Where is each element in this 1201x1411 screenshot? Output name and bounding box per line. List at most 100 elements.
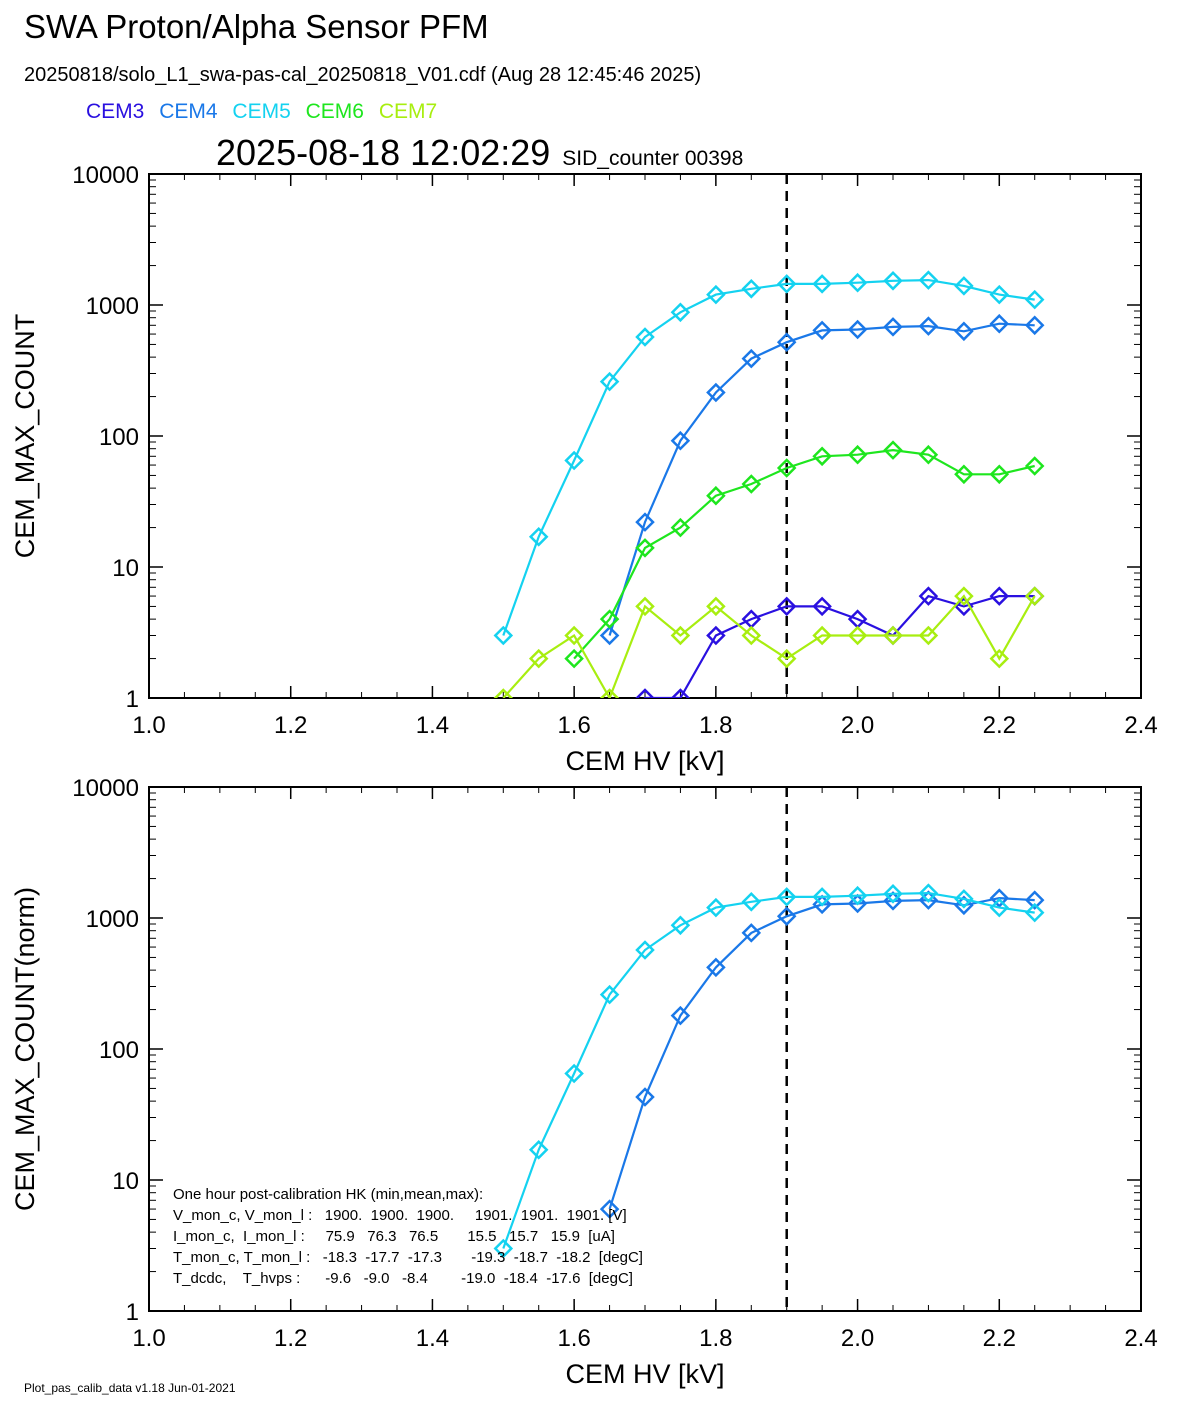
y-tick-label: 10 [112, 555, 139, 582]
x-tick-label: 1.2 [274, 712, 307, 739]
data-point-cem3 [670, 688, 691, 698]
x-tick-label: 2.2 [983, 712, 1016, 739]
x-tick-label: 2.4 [1124, 1325, 1157, 1352]
data-point-cem3 [989, 586, 1010, 606]
data-point-cem6 [741, 474, 762, 494]
data-point-cem5 [670, 915, 691, 936]
y-axis-label: CEM_MAX_COUNT(norm) [10, 887, 40, 1211]
data-point-cem6 [883, 440, 903, 460]
data-point-cem5 [776, 274, 797, 294]
data-point-cem3 [635, 688, 655, 698]
data-point-cem4 [954, 321, 974, 342]
y-tick-label: 1000 [86, 293, 139, 320]
data-point-cem6 [599, 609, 620, 629]
hk-line: V_mon_c, V_mon_l : 1900. 1900. 1900. 190… [173, 1207, 627, 1224]
y-tick-label: 100 [99, 1037, 139, 1064]
data-point-cem4 [706, 957, 726, 978]
x-tick-label: 1.0 [132, 712, 165, 739]
data-point-cem7 [741, 625, 762, 646]
data-point-cem5 [847, 885, 868, 906]
hk-line: I_mon_c, I_mon_l : 75.9 76.3 76.5 15.5 1… [173, 1228, 615, 1245]
data-point-cem7 [812, 625, 832, 646]
data-point-cem6 [918, 444, 939, 465]
x-tick-label: 1.6 [557, 712, 590, 739]
x-tick-label: 1.0 [132, 1325, 165, 1352]
data-point-cem4 [1024, 890, 1045, 910]
data-point-cem5 [989, 284, 1010, 305]
hk-line: T_mon_c, T_mon_l : -18.3 -17.7 -17.3 -19… [173, 1249, 643, 1266]
y-tick-label: 10000 [72, 162, 139, 189]
data-point-cem7 [635, 596, 655, 617]
data-point-cem4 [599, 625, 620, 646]
data-point-cem7 [989, 648, 1010, 669]
data-point-cem5 [528, 527, 549, 547]
legend-item-cem4: CEM4 [159, 100, 218, 123]
data-point-cem7 [776, 648, 797, 669]
x-tick-label: 2.2 [983, 1325, 1016, 1352]
data-point-cem6 [564, 648, 584, 669]
hk-line: One hour post-calibration HK (min,mean,m… [173, 1186, 483, 1203]
data-point-cem3 [602, 719, 618, 735]
series-line-cem4 [608, 896, 1035, 1210]
data-point-cem5 [918, 883, 939, 903]
data-point-cem7 [847, 625, 868, 646]
data-point-cem7 [528, 648, 549, 669]
data-point-cem7 [493, 688, 514, 698]
data-point-cem5 [599, 371, 620, 392]
data-point-cem6 [635, 538, 655, 558]
data-point-cem4 [741, 923, 762, 943]
data-point-cem7 [883, 625, 903, 646]
legend-item-cem7: CEM7 [378, 100, 438, 123]
page-title: SWA Proton/Alpha Sensor PFM [24, 8, 489, 45]
data-point-cem6 [1024, 456, 1045, 476]
data-point-cem4 [918, 316, 939, 336]
x-axis-label: CEM HV [kV] [565, 1359, 724, 1389]
data-point-cem6 [670, 517, 691, 538]
x-axis-label: CEM HV [kV] [565, 746, 724, 776]
data-point-cem7 [918, 625, 939, 646]
data-point-cem3 [776, 596, 797, 617]
sid-counter: SID_counter 00398 [562, 147, 744, 170]
file-info: 20250818/solo_L1_swa-pas-cal_20250818_V0… [24, 64, 702, 86]
data-point-cem5 [670, 302, 691, 323]
x-tick-label: 1.4 [416, 712, 449, 739]
data-point-cem4 [670, 430, 691, 451]
data-point-cem5 [1024, 902, 1045, 923]
data-point-cem5 [812, 274, 832, 294]
footer-version: Plot_pas_calib_data v1.18 Jun-01-2021 [24, 1381, 236, 1395]
data-point-cem4 [989, 313, 1010, 334]
data-point-cem5 [776, 887, 797, 907]
data-point-cem4 [635, 512, 655, 532]
data-point-cem3 [812, 596, 832, 617]
data-point-cem5 [564, 450, 584, 471]
data-point-cem7 [1024, 586, 1045, 606]
data-point-cem4 [635, 1087, 655, 1107]
data-point-cem6 [847, 444, 868, 465]
data-point-cem4 [1024, 315, 1045, 336]
series-line-cem7 [502, 594, 1036, 698]
data-point-cem6 [989, 464, 1010, 485]
data-point-cem5 [493, 1238, 514, 1259]
data-point-cem6 [812, 446, 832, 467]
x-tick-label: 1.8 [699, 712, 732, 739]
x-tick-label: 1.4 [416, 1325, 449, 1352]
y-tick-label: 1 [126, 1299, 139, 1326]
data-point-cem4 [670, 1005, 691, 1026]
data-point-cem5 [741, 892, 762, 912]
data-point-cem5 [635, 327, 655, 347]
data-point-cem5 [954, 276, 974, 296]
data-point-cem5 [1024, 289, 1045, 310]
data-point-cem4 [847, 893, 868, 914]
legend-item-cem3: CEM3 [86, 100, 145, 123]
y-tick-label: 1 [126, 686, 139, 713]
timestamp-line: 2025-08-18 12:02:29 SID_counter 00398 [216, 132, 743, 174]
x-tick-label: 2.4 [1124, 712, 1157, 739]
data-point-cem4 [599, 1199, 620, 1219]
data-point-cem5 [706, 897, 726, 918]
data-point-cem5 [954, 889, 974, 909]
data-point-cem5 [883, 271, 903, 291]
data-point-cem4 [812, 320, 832, 341]
data-point-cem5 [528, 1140, 549, 1160]
data-point-cem4 [883, 317, 903, 337]
